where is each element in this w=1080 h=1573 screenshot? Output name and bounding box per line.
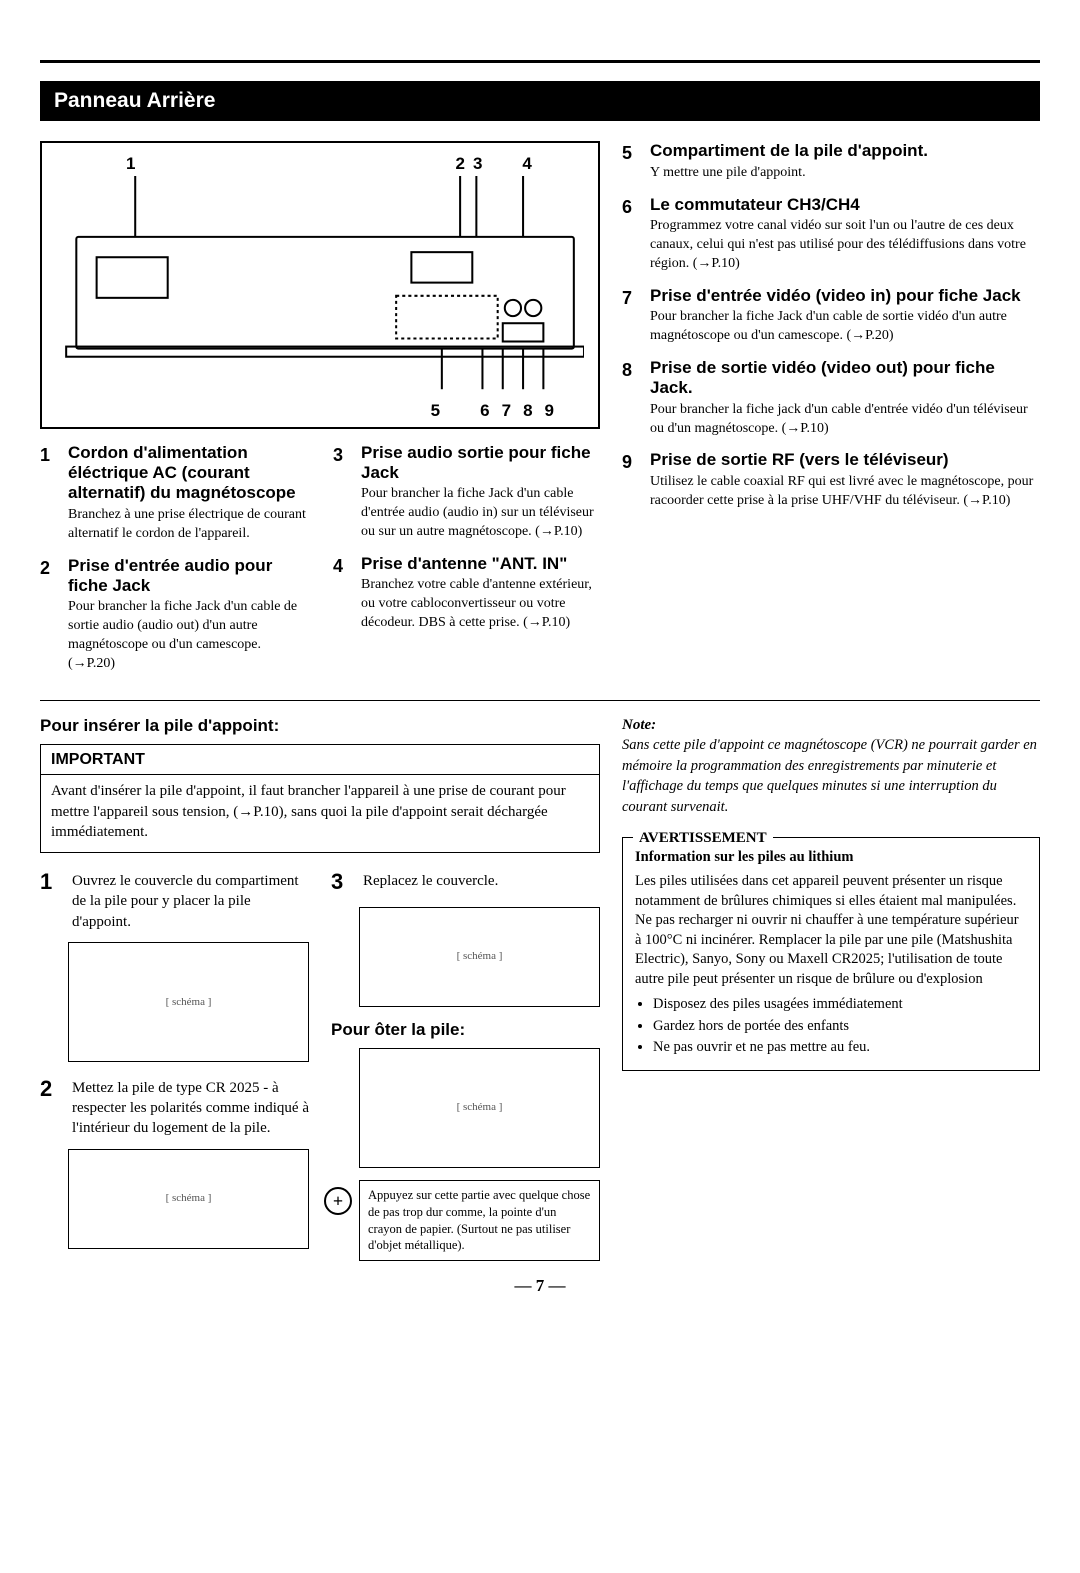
diagram-num: 8	[523, 400, 532, 423]
step-text: Ouvrez le couvercle du compartiment de l…	[72, 867, 309, 932]
diagram-num: 9	[545, 400, 554, 423]
lower-columns: Pour insérer la pile d'appoint: IMPORTAN…	[40, 715, 1040, 1261]
item-desc: Branchez à une prise électrique de coura…	[68, 506, 307, 544]
diagram-top-numbers: 1 2 3 4	[56, 153, 584, 176]
step-number: 1	[40, 867, 60, 932]
callout-text: Appuyez sur cette partie avec quelque ch…	[368, 1188, 590, 1253]
important-label: IMPORTANT	[41, 745, 599, 776]
item-number: 8	[622, 358, 640, 439]
item-title: Prise d'antenne "ANT. IN"	[361, 554, 600, 574]
step-text: Replacez le couvercle.	[363, 867, 600, 897]
item-title: Prise d'entrée audio pour fiche Jack	[68, 556, 307, 597]
step-number: 3	[331, 867, 351, 897]
item-desc: Pour brancher la fiche Jack d'un cable d…	[68, 598, 307, 674]
divider	[40, 700, 1040, 701]
item-title: Cordon d'alimentation éléctrique AC (cou…	[68, 443, 307, 504]
steps-col-left: 1 Ouvrez le couvercle du compartiment de…	[40, 867, 309, 1261]
items-col-a: 1 Cordon d'alimentation éléctrique AC (c…	[40, 443, 307, 686]
vcr-outline-svg	[56, 176, 584, 399]
remove-callout: + Appuyez sur cette partie avec quelque …	[359, 1180, 600, 1262]
item-desc: Utilisez le cable coaxial RF qui est liv…	[650, 473, 1040, 511]
item-9: 9 Prise de sortie RF (vers le téléviseur…	[622, 450, 1040, 510]
step1-diagram: [ schéma ]	[68, 942, 309, 1062]
item-2: 2 Prise d'entrée audio pour fiche Jack P…	[40, 556, 307, 674]
steps-columns: 1 Ouvrez le couvercle du compartiment de…	[40, 867, 600, 1261]
item-6: 6 Le commutateur CH3/CH4 Programmez votr…	[622, 195, 1040, 274]
warning-box: AVERTISSEMENT Information sur les piles …	[622, 837, 1040, 1071]
warning-bullet: Disposez des piles usagées immédiatement	[653, 995, 1027, 1015]
item-title: Compartiment de la pile d'appoint.	[650, 141, 1040, 161]
step-1: 1 Ouvrez le couvercle du compartiment de…	[40, 867, 309, 932]
item-desc: Programmez votre canal vidéo sur soit l'…	[650, 217, 1040, 274]
item-8: 8 Prise de sortie vidéo (video out) pour…	[622, 358, 1040, 439]
step-text: Mettez la pile de type CR 2025 - à respe…	[72, 1074, 309, 1139]
item-5: 5 Compartiment de la pile d'appoint. Y m…	[622, 141, 1040, 182]
item-desc: Pour brancher la fiche jack d'un cable d…	[650, 401, 1040, 439]
remove-diagram: [ schéma ]	[359, 1048, 600, 1168]
item-7: 7 Prise d'entrée vidéo (video in) pour f…	[622, 286, 1040, 346]
page-top-rule	[40, 60, 1040, 63]
left-column: 1 2 3 4	[40, 141, 600, 686]
diagram-num: 2	[455, 153, 464, 176]
diagram-num: 1	[126, 153, 135, 176]
item-3: 3 Prise audio sortie pour fiche Jack Pou…	[333, 443, 600, 542]
warning-bullet: Ne pas ouvrir et ne pas mettre au feu.	[653, 1038, 1027, 1058]
warning-body: Les piles utilisées dans cet appareil pe…	[635, 872, 1027, 989]
insert-section: Pour insérer la pile d'appoint: IMPORTAN…	[40, 715, 600, 1261]
item-number: 7	[622, 286, 640, 346]
diagram-num: 5	[431, 400, 440, 423]
warning-bullets: Disposez des piles usagées immédiatement…	[653, 995, 1027, 1058]
item-desc: Y mettre une pile d'appoint.	[650, 164, 1040, 183]
diagram-bottom-numbers: 5 6 7 8 9	[56, 400, 584, 423]
item-number: 9	[622, 450, 640, 510]
item-title: Prise d'entrée vidéo (video in) pour fic…	[650, 286, 1040, 306]
diagram-num: 6	[480, 400, 489, 423]
item-title: Prise de sortie vidéo (video out) pour f…	[650, 358, 1040, 399]
item-title: Prise de sortie RF (vers le téléviseur)	[650, 450, 1040, 470]
item-desc: Pour brancher la fiche Jack d'un cable d…	[361, 485, 600, 542]
item-number: 5	[622, 141, 640, 182]
important-text: Avant d'insérer la pile d'appoint, il fa…	[51, 781, 589, 842]
warning-bullet: Gardez hors de portée des enfants	[653, 1017, 1027, 1037]
right-column: 5 Compartiment de la pile d'appoint. Y m…	[622, 141, 1040, 686]
item-desc: Pour brancher la fiche Jack d'un cable d…	[650, 308, 1040, 346]
section-header: Panneau Arrière	[40, 81, 1040, 121]
item-4: 4 Prise d'antenne "ANT. IN" Branchez vot…	[333, 554, 600, 633]
item-title: Le commutateur CH3/CH4	[650, 195, 1040, 215]
item-desc: Branchez votre cable d'antenne extérieur…	[361, 576, 600, 633]
rear-panel-diagram: 1 2 3 4	[40, 141, 600, 428]
step-number: 2	[40, 1074, 60, 1139]
item-number: 3	[333, 443, 351, 542]
item-number: 6	[622, 195, 640, 274]
step2-diagram: [ schéma ]	[68, 1149, 309, 1249]
upper-columns: 1 2 3 4	[40, 141, 1040, 686]
items-1-4: 1 Cordon d'alimentation éléctrique AC (c…	[40, 443, 600, 686]
item-number: 4	[333, 554, 351, 633]
item-number: 2	[40, 556, 58, 674]
diagram-num: 3	[473, 153, 482, 176]
plus-icon: +	[324, 1187, 352, 1215]
warning-legend: AVERTISSEMENT	[633, 828, 773, 848]
note-text: Sans cette pile d'appoint ce magnétoscop…	[622, 737, 1037, 815]
item-title: Prise audio sortie pour fiche Jack	[361, 443, 600, 484]
insert-heading: Pour insérer la pile d'appoint:	[40, 715, 600, 738]
important-box: IMPORTANT Avant d'insérer la pile d'appo…	[40, 744, 600, 853]
items-col-b: 3 Prise audio sortie pour fiche Jack Pou…	[333, 443, 600, 686]
note-label: Note:	[622, 717, 656, 733]
remove-heading: Pour ôter la pile:	[331, 1019, 600, 1042]
item-number: 1	[40, 443, 58, 544]
step-2: 2 Mettez la pile de type CR 2025 - à res…	[40, 1074, 309, 1139]
item-1: 1 Cordon d'alimentation éléctrique AC (c…	[40, 443, 307, 544]
page-number: — 7 —	[40, 1275, 1040, 1298]
step-3: 3 Replacez le couvercle.	[331, 867, 600, 897]
diagram-num: 7	[502, 400, 511, 423]
diagram-num: 4	[522, 153, 531, 176]
warning-subtitle: Information sur les piles au lithium	[635, 848, 1027, 868]
note-warn-column: Note: Sans cette pile d'appoint ce magné…	[622, 715, 1040, 1261]
step3-diagram: [ schéma ]	[359, 907, 600, 1007]
steps-col-right: 3 Replacez le couvercle. [ schéma ] Pour…	[331, 867, 600, 1261]
